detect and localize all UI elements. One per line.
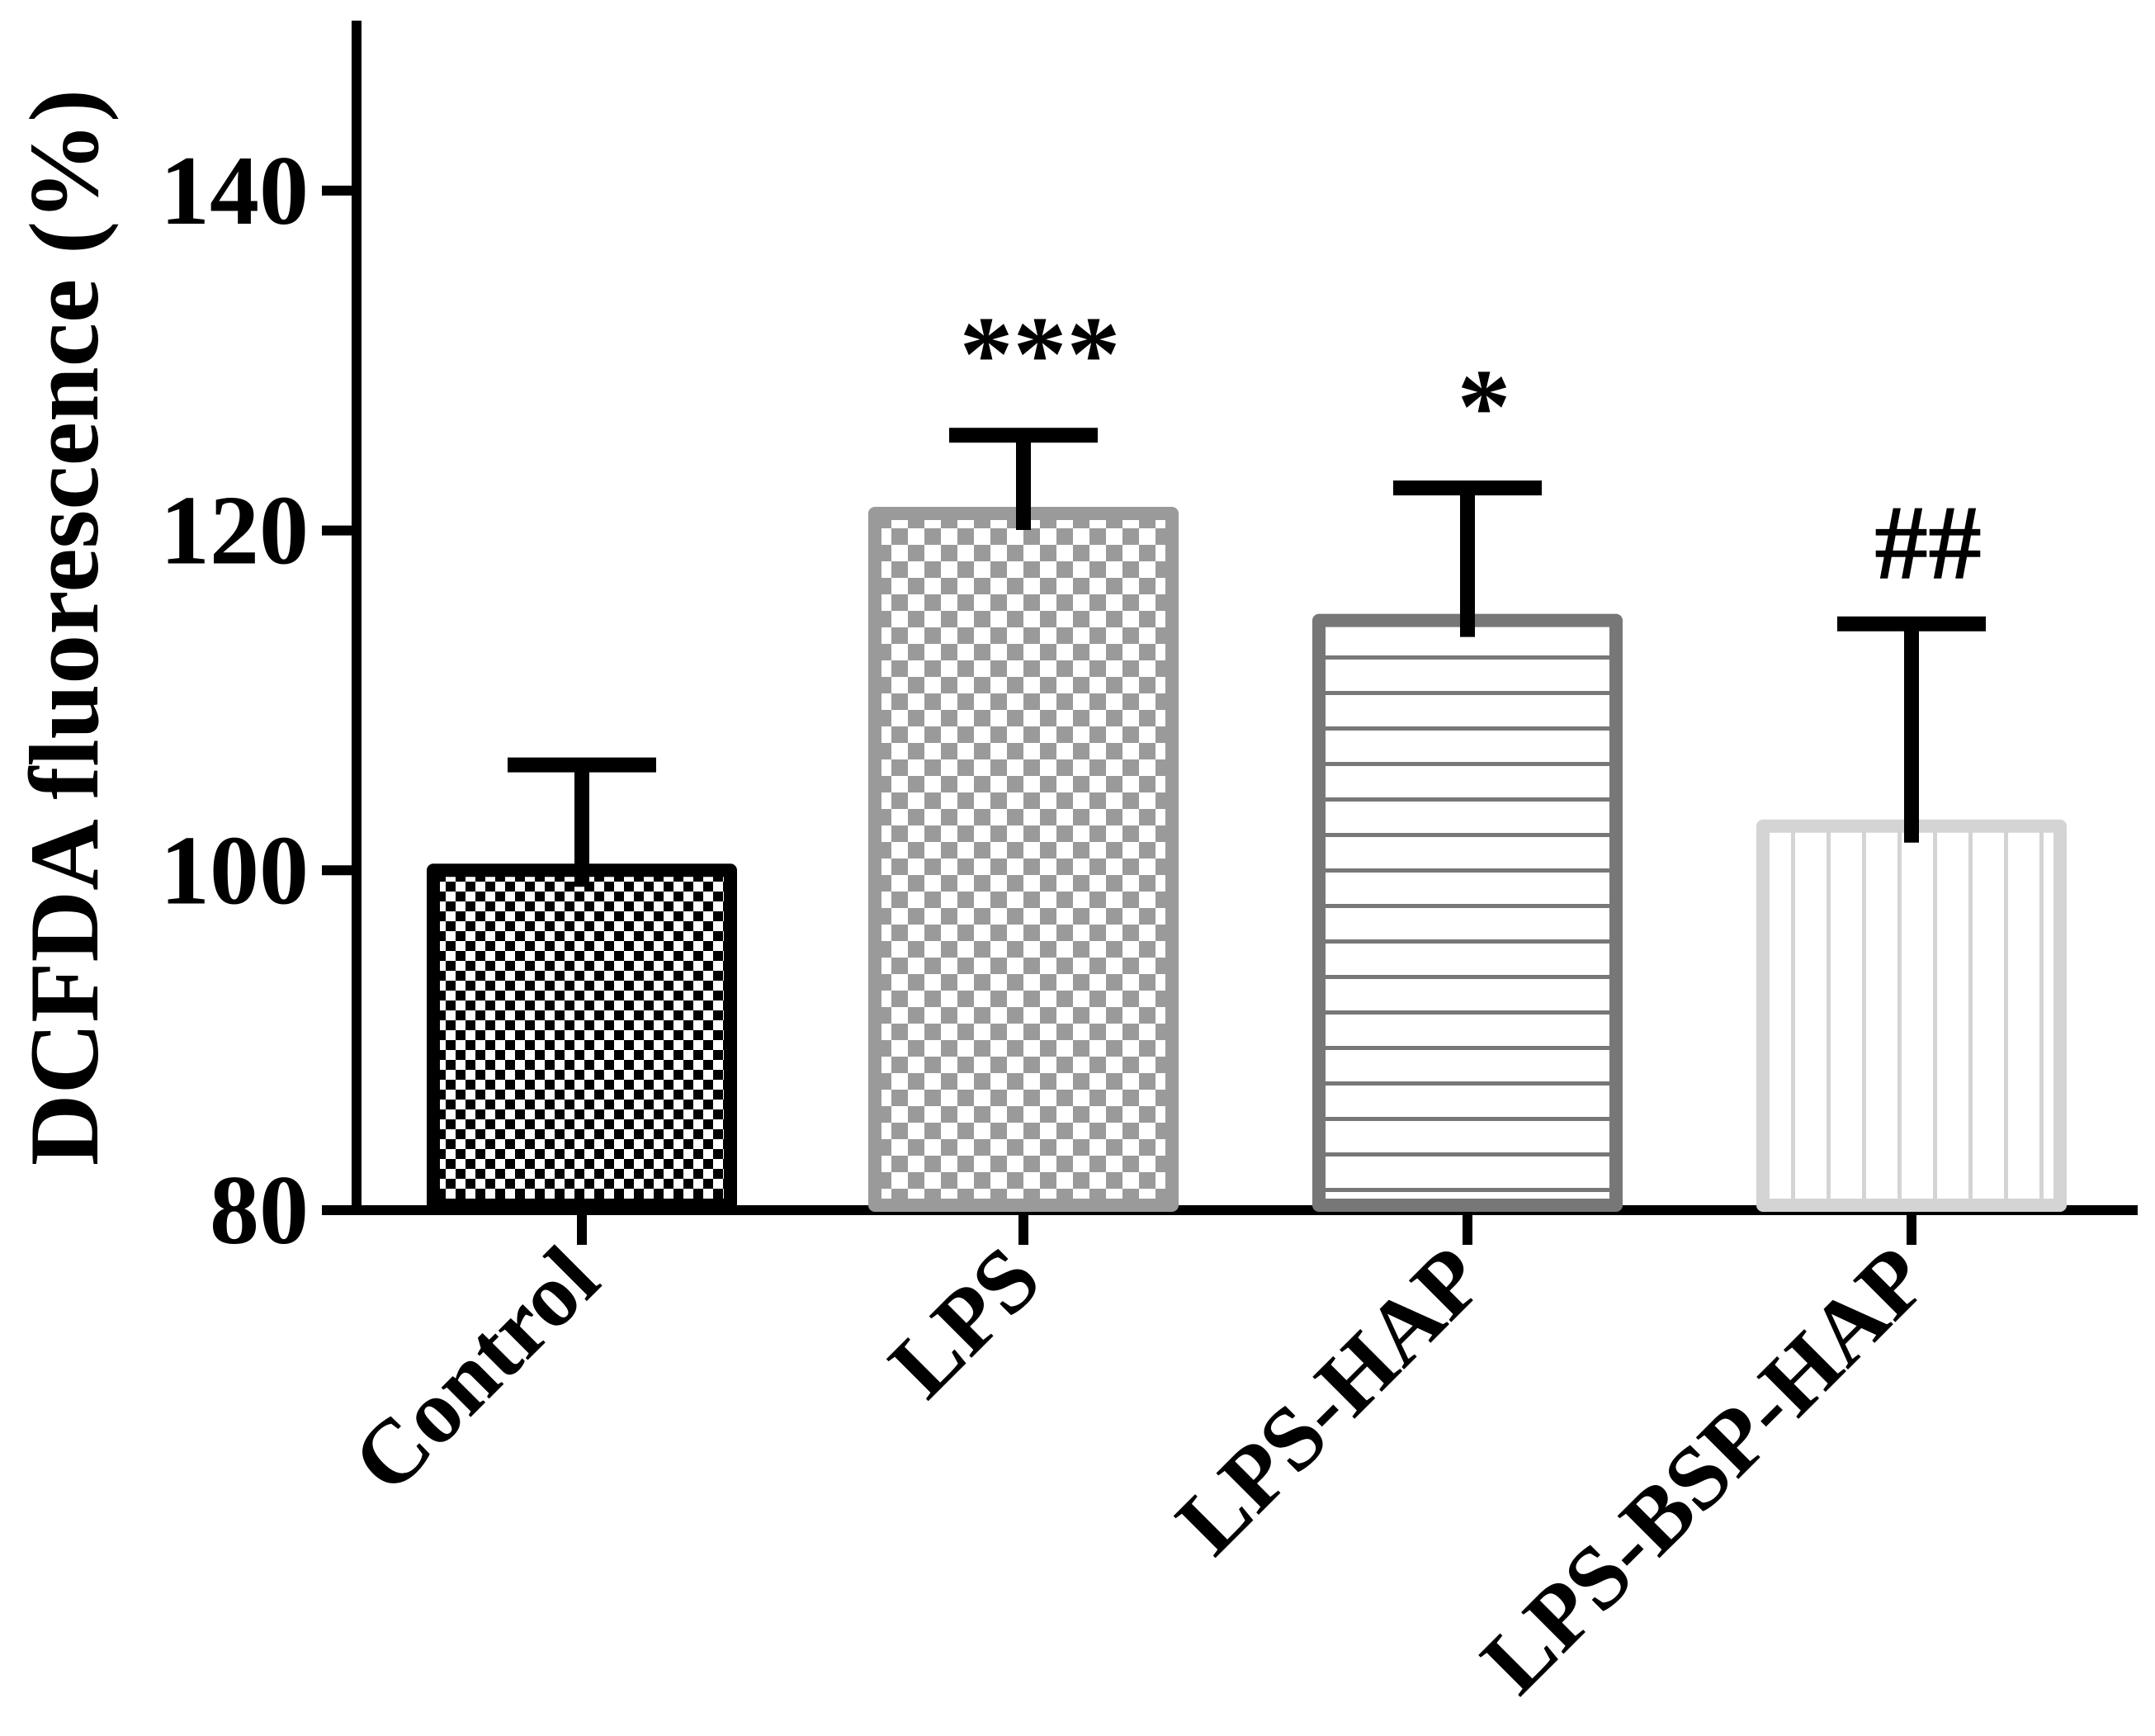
bar-lps	[868, 506, 1179, 1212]
error-bars	[508, 428, 1986, 887]
bar-lps-bsp-hap	[1756, 819, 2067, 1213]
significance-markers: *** *##	[960, 295, 1983, 603]
y-tick-label: 120	[160, 475, 309, 585]
significance-label: ***	[960, 295, 1121, 414]
significance-label: *	[1458, 348, 1511, 466]
x-tick-label: LPS-BSP-HAP	[1462, 1227, 1947, 1713]
x-tick-label: Control	[333, 1227, 617, 1511]
y-axis-title: DCFDA fluorescence (%)	[9, 89, 119, 1166]
y-tick-label: 100	[160, 815, 309, 925]
bar-control	[427, 863, 737, 1213]
x-tick-label: LPS-HAP	[1157, 1227, 1503, 1573]
x-tick-label: LPS	[870, 1227, 1059, 1417]
significance-label: ##	[1874, 484, 1982, 603]
bars	[427, 506, 2067, 1213]
y-tick-label: 80	[210, 1155, 309, 1265]
y-tick-labels: 80 100 120 140	[160, 135, 309, 1265]
y-tick-label: 140	[160, 135, 309, 245]
bar-lps-hap	[1312, 613, 1623, 1212]
